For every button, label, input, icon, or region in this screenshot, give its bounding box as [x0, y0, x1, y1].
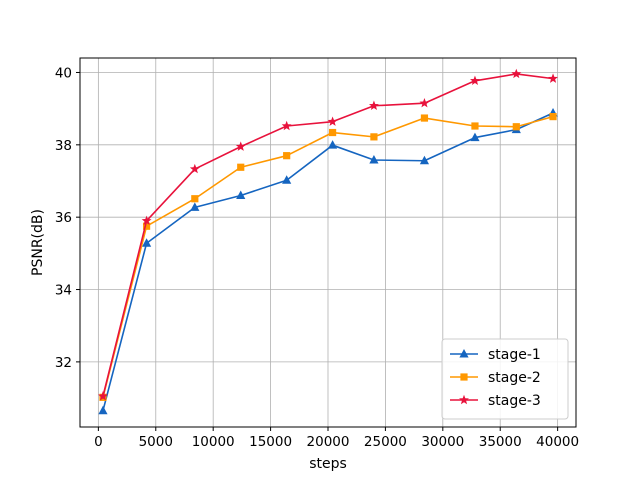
data-point	[511, 68, 522, 79]
data-point	[512, 123, 520, 131]
data-point	[98, 391, 108, 401]
legend-label: stage-2	[488, 370, 541, 386]
data-point	[283, 152, 291, 160]
data-point	[370, 133, 378, 141]
legend-box	[441, 338, 569, 420]
data-point	[369, 155, 379, 164]
data-point	[419, 155, 430, 165]
x-tick-label: 5000	[139, 434, 173, 450]
y-tick-label: 36	[55, 210, 72, 226]
data-point	[471, 122, 479, 130]
x-tick-label: 0	[94, 434, 103, 450]
y-tick-label: 40	[55, 65, 72, 81]
data-point	[419, 98, 430, 108]
x-tick-label: 35000	[479, 434, 522, 450]
series-stage-1	[98, 107, 558, 415]
x-tick-label: 10000	[192, 434, 235, 450]
data-point	[282, 175, 292, 184]
x-axis-label: steps	[309, 456, 347, 472]
data-point	[548, 73, 558, 83]
x-tick-label: 20000	[307, 434, 350, 450]
data-point	[141, 238, 152, 247]
series-stage-3	[98, 68, 558, 401]
data-point	[236, 190, 246, 199]
series-layer	[98, 68, 558, 415]
data-point	[327, 116, 338, 126]
legend-marker	[460, 373, 468, 381]
data-point	[368, 100, 379, 110]
data-point	[190, 202, 200, 211]
legend-marker	[459, 394, 469, 405]
data-point	[142, 222, 151, 230]
legend-label: stage-3	[488, 393, 541, 409]
data-point	[191, 195, 199, 203]
y-tick-label: 34	[55, 283, 72, 299]
data-point	[420, 114, 429, 122]
x-tick-label: 15000	[249, 434, 292, 450]
data-point	[237, 163, 245, 171]
legend: stage-1 stage-2 stage-3	[441, 338, 569, 420]
data-point	[189, 163, 200, 174]
data-point	[549, 113, 557, 121]
legend-item: stage-2	[450, 370, 541, 386]
legend-item: stage-1	[450, 347, 541, 363]
legend-marker	[459, 349, 469, 358]
data-point	[98, 405, 108, 415]
data-point	[281, 120, 292, 131]
data-point	[470, 132, 480, 142]
y-tick-label: 38	[55, 138, 72, 154]
legend-label: stage-1	[488, 347, 541, 363]
y-axis-label: PSNR(dB)	[30, 209, 46, 276]
x-tick-label: 25000	[364, 434, 407, 450]
data-point	[327, 140, 338, 149]
data-point	[235, 141, 246, 151]
data-point	[141, 215, 152, 225]
data-point	[470, 75, 480, 85]
legend-item: stage-3	[450, 393, 541, 409]
data-point	[328, 128, 337, 137]
y-tick-label: 32	[55, 355, 72, 371]
x-tick-label: 40000	[536, 434, 579, 450]
ticks-layer: 0 5000 10000 15000 20000 25000 30000 35000 40000…	[55, 65, 579, 450]
x-tick-label: 30000	[421, 434, 464, 450]
